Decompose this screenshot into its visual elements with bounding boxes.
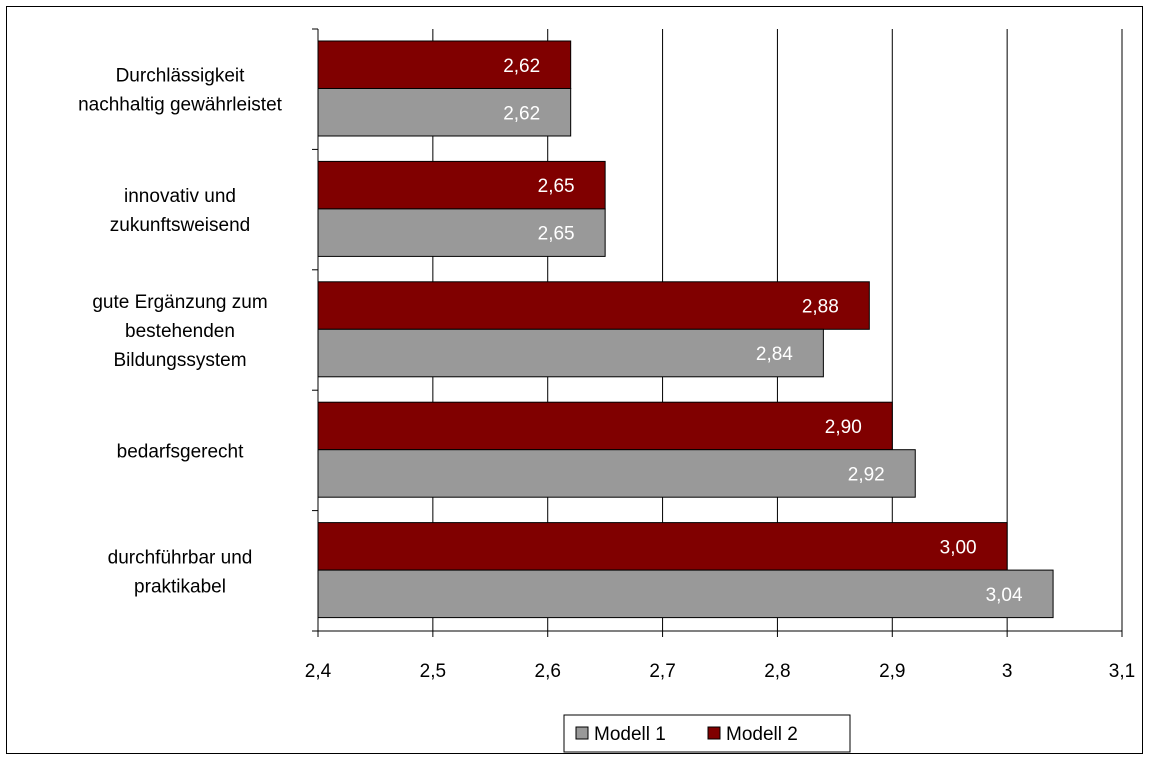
legend-label-modell-1: Modell 1 (594, 724, 666, 745)
x-tick-label-6: 3 (1002, 661, 1013, 682)
bar-modell-2-2 (317, 281, 870, 330)
category-label-1: innovativ und zukunftsweisend (110, 186, 250, 236)
category-label-4: durchführbar und praktikabel (108, 547, 253, 597)
x-tick-label-5: 2,9 (879, 661, 905, 682)
x-tick-label-3: 2,7 (649, 661, 675, 682)
x-tick-label-7: 3,1 (1109, 661, 1135, 682)
data-label-modell-1-3: 2,92 (848, 464, 885, 485)
data-label-modell-1-2: 2,84 (756, 344, 793, 365)
chart-frame (6, 6, 1143, 754)
data-label-modell-2-2: 2,88 (802, 297, 839, 318)
category-label-2: gute Ergänzung zum bestehenden Bildungssys… (92, 292, 267, 371)
category-label-0: Durchlässigkeit nachhaltig gewährleistet (78, 66, 283, 116)
data-label-modell-2-0: 2,62 (503, 56, 540, 77)
bar-modell-1-0 (317, 88, 572, 137)
data-label-modell-2-4: 3,00 (940, 537, 977, 558)
data-label-modell-1-1: 2,65 (538, 224, 575, 245)
bar-modell-1-3 (317, 449, 916, 498)
legend-swatch-modell-1 (575, 726, 589, 740)
data-label-modell-1-4: 3,04 (986, 585, 1023, 606)
legend (563, 714, 851, 753)
x-tick-label-2: 2,6 (535, 661, 561, 682)
x-tick-label-0: 2,4 (305, 661, 332, 682)
bar-modell-2-1 (317, 160, 606, 210)
data-label-modell-2-1: 2,65 (538, 176, 575, 197)
bar-modell-2-4 (317, 522, 1008, 571)
bar-modell-1-4 (317, 569, 1054, 619)
bar-modell-1-2 (317, 328, 824, 378)
data-label-modell-1-0: 2,62 (503, 103, 540, 124)
category-label-3: bedarfsgerecht (117, 441, 244, 462)
bar-modell-2-3 (317, 401, 893, 451)
legend-label-modell-2: Modell 2 (726, 724, 798, 745)
bar-modell-1-1 (317, 208, 606, 257)
legend-swatch-modell-2 (707, 726, 721, 740)
x-tick-label-4: 2,8 (764, 661, 790, 682)
x-tick-label-1: 2,5 (420, 661, 446, 682)
data-label-modell-2-3: 2,90 (825, 417, 862, 438)
